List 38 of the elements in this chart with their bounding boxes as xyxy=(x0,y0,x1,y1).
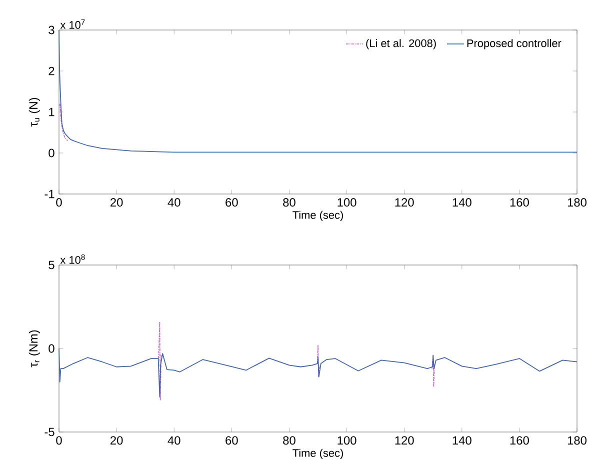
y-tick-label: 0 xyxy=(48,344,54,353)
y-tick-label: 3 xyxy=(48,26,54,34)
x-tick-label: 0 xyxy=(56,198,62,207)
x-tick-label: 180 xyxy=(568,198,587,207)
x-tick-label: 140 xyxy=(452,198,472,207)
x-tick-label: 40 xyxy=(168,198,180,207)
x-tick-label: 160 xyxy=(510,436,529,445)
y-tick-label: -1 xyxy=(44,190,54,198)
x-tick-label: 20 xyxy=(110,198,123,207)
x-tick-label: 120 xyxy=(395,198,414,207)
x-tick-label: 20 xyxy=(110,436,123,445)
y-tick-label: -5 xyxy=(44,428,54,436)
x-tick-label: 140 xyxy=(452,436,472,445)
x-tick-label: 180 xyxy=(568,436,587,445)
x-tick-label: 60 xyxy=(226,198,238,207)
x-tick-label: 100 xyxy=(338,198,356,207)
line-series xyxy=(58,348,578,398)
legend-label: (Li et al. 2008) xyxy=(366,39,436,50)
x-tick-label: 0 xyxy=(56,436,62,445)
text: x 10$^{7}$ xyxy=(60,19,85,29)
x-tick-label: 80 xyxy=(283,198,296,207)
x-tick-label: 40 xyxy=(168,436,180,445)
x-axis-title: Time (sec) xyxy=(292,210,343,222)
x-tick-label: 80 xyxy=(283,436,296,445)
y-tick-label: 5 xyxy=(48,260,54,270)
x-tick-label: 120 xyxy=(395,436,414,445)
y-axis-title: τ$_{r}$ (Nm) xyxy=(28,330,40,368)
legend-label: Proposed controller xyxy=(467,39,562,50)
x-axis-title: Time (sec) xyxy=(292,448,343,460)
y-tick-label: 1 xyxy=(49,108,54,116)
x-tick-label: 60 xyxy=(226,436,238,445)
y-tick-label: 0 xyxy=(48,148,54,158)
line-series xyxy=(59,103,68,142)
x-tick-label: 160 xyxy=(510,198,529,207)
text: x 10$^{8}$ xyxy=(60,254,85,264)
x-tick-label: 100 xyxy=(338,436,356,445)
y-axis-title: τ$_{u}$ (N) xyxy=(28,98,40,127)
y-tick-label: 2 xyxy=(48,66,54,76)
